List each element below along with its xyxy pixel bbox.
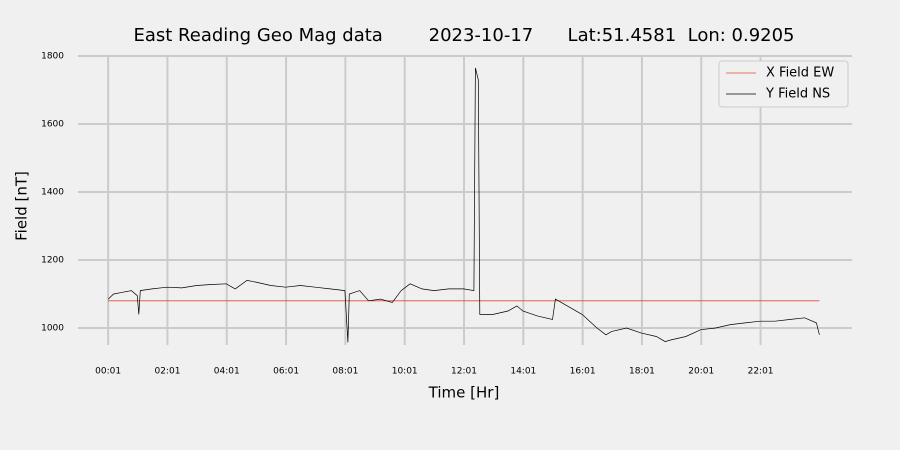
x-tick-label: 04:01: [214, 367, 240, 377]
y-tick-label: 1200: [41, 256, 64, 266]
x-tick-label: 00:01: [95, 367, 121, 377]
x-tick-label: 16:01: [570, 367, 596, 377]
y-tick-label: 1000: [41, 324, 64, 334]
x-axis-label: Time [Hr]: [428, 384, 500, 402]
y-tick-label: 1800: [41, 52, 64, 62]
chart-title: East Reading Geo Mag data 2023-10-17 Lat…: [133, 25, 794, 46]
y-tick-label: 1600: [41, 120, 64, 130]
x-tick-label: 14:01: [510, 367, 536, 377]
x-tick-label: 10:01: [392, 367, 418, 377]
legend-label: Y Field NS: [765, 87, 830, 102]
y-axis-label: Field [nT]: [13, 171, 31, 241]
series-line: [107, 67, 820, 343]
x-tick-label: 02:01: [154, 367, 180, 377]
x-tick-label: 06:01: [273, 367, 299, 377]
x-tick-label: 22:01: [748, 367, 774, 377]
legend-box: [718, 60, 849, 108]
y-tick-label: 1400: [41, 188, 64, 198]
x-tick-label: 18:01: [629, 367, 655, 377]
x-tick-label: 20:01: [688, 367, 714, 377]
legend-label: X Field EW: [766, 66, 834, 81]
x-tick-label: 08:01: [332, 367, 358, 377]
x-tick-label: 12:01: [451, 367, 477, 377]
